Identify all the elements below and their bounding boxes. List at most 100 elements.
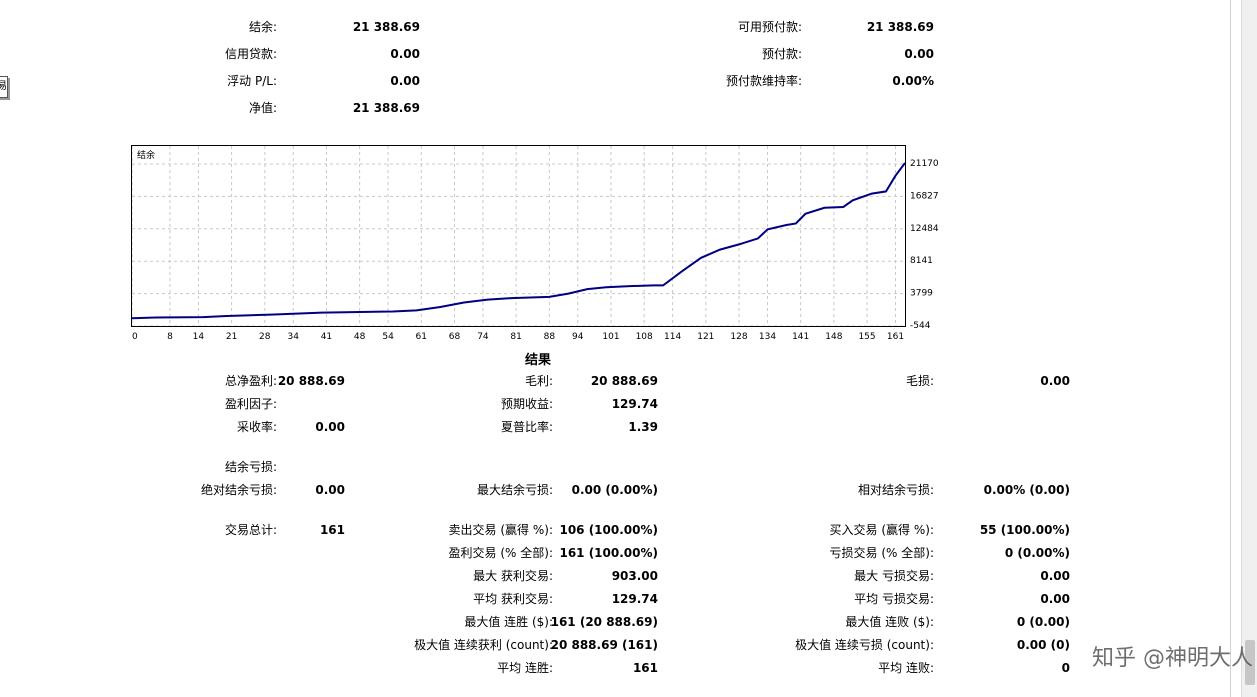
left-tab-fragment[interactable]: 易 xyxy=(0,76,8,98)
x-tick-label: 88 xyxy=(544,332,556,342)
gross-profit-value: 20 888.69 xyxy=(590,374,658,388)
x-tick-label: 41 xyxy=(321,332,332,342)
floating-pl-label: 浮动 P/L: xyxy=(227,74,277,88)
free-margin-label: 可用预付款: xyxy=(737,20,802,34)
avg-consec-losses-label: 平均 连败: xyxy=(878,661,934,675)
scrollbar-thumb[interactable] xyxy=(1245,640,1255,685)
y-tick-label: -544 xyxy=(910,321,931,331)
gross-profit-label: 毛利: xyxy=(524,374,553,388)
avg-consec-wins-label: 平均 连胜: xyxy=(497,661,553,675)
x-tick-label: 0 xyxy=(132,332,138,342)
avg-consec-losses-value: 0 xyxy=(1061,661,1070,675)
avg-profit-value: 129.74 xyxy=(611,592,658,606)
chart-grid xyxy=(132,146,905,326)
equity-label: 净值: xyxy=(248,101,277,115)
total-trades-value: 161 xyxy=(319,523,345,537)
x-tick-label: 121 xyxy=(697,332,714,342)
watermark-text: 知乎 @神明大人 xyxy=(1092,646,1253,671)
credit-value: 0.00 xyxy=(390,47,420,61)
chart-title: 结余 xyxy=(137,149,155,161)
loss-trades-value: 0 (0.00%) xyxy=(1004,546,1070,560)
x-tick-label: 54 xyxy=(382,332,394,342)
free-margin-value: 21 388.69 xyxy=(866,20,934,34)
results-section-title: 结果 xyxy=(524,353,551,368)
x-tick-label: 28 xyxy=(259,332,271,342)
sharpe-ratio-value: 1.39 xyxy=(628,420,658,434)
gross-loss-label: 毛损: xyxy=(905,374,934,388)
rel-drawdown-value: 0.00% (0.00) xyxy=(983,483,1070,497)
abs-drawdown-label: 绝对结余亏损: xyxy=(200,483,277,497)
rel-drawdown-label: 相对结余亏损: xyxy=(857,483,934,497)
balance-label: 结余: xyxy=(248,20,277,34)
sharpe-ratio-label: 夏普比率: xyxy=(500,420,553,434)
x-tick-label: 14 xyxy=(193,332,205,342)
max-consec-loss-label: 极大值 连续亏损 (count): xyxy=(795,638,934,652)
x-tick-label: 141 xyxy=(792,332,809,342)
gross-loss-value: 0.00 xyxy=(1040,374,1070,388)
x-tick-label: 108 xyxy=(636,332,653,342)
x-tick-label: 81 xyxy=(510,332,521,342)
balance-chart-plot: 结余 xyxy=(132,146,905,326)
y-tick-label: 21170 xyxy=(910,159,939,169)
x-tick-label: 114 xyxy=(664,332,681,342)
loss-trades-label: 亏损交易 (% 全部): xyxy=(829,546,934,560)
max-consec-wins-label: 最大值 连胜 ($): xyxy=(464,615,553,629)
x-tick-label: 8 xyxy=(167,332,173,342)
max-consec-loss-value: 0.00 (0) xyxy=(1016,638,1070,652)
balance-drawdown-label: 结余亏损: xyxy=(224,460,277,474)
recovery-factor-value: 0.00 xyxy=(315,420,345,434)
y-tick-label: 3799 xyxy=(910,289,933,299)
x-axis-ticks: 0 8 14 21 28 34 41 48 54 61 68 74 81 88 94 101 108 114 121… xyxy=(132,332,904,342)
x-tick-label: 134 xyxy=(759,332,776,342)
y-tick-label: 12484 xyxy=(910,224,939,234)
recovery-factor-label: 采收率: xyxy=(236,420,277,434)
max-consec-wins-value: 161 (20 888.69) xyxy=(550,615,658,629)
short-trades-value: 106 (100.00%) xyxy=(559,523,658,537)
profit-trades-value: 161 (100.00%) xyxy=(559,546,658,560)
balance-value: 21 388.69 xyxy=(352,20,420,34)
y-axis-ticks: -544 3799 8141 12484 16827 21170 xyxy=(910,159,939,331)
margin-level-label: 预付款维持率: xyxy=(725,74,802,88)
x-tick-label: 128 xyxy=(730,332,747,342)
panel-right-border xyxy=(1230,0,1231,697)
short-trades-label: 卖出交易 (赢得 %): xyxy=(448,523,553,537)
total-net-profit-value: 20 888.69 xyxy=(277,374,345,388)
x-tick-label: 34 xyxy=(288,332,300,342)
x-tick-label: 21 xyxy=(226,332,237,342)
largest-profit-value: 903.00 xyxy=(611,569,658,583)
balance-chart: 结余 xyxy=(131,145,906,327)
margin-level-value: 0.00% xyxy=(892,74,934,88)
avg-profit-label: 平均 获利交易: xyxy=(473,592,553,606)
expected-payoff-value: 129.74 xyxy=(611,397,658,411)
avg-loss-value: 0.00 xyxy=(1040,592,1070,606)
credit-label: 信用贷款: xyxy=(224,47,277,61)
balance-series-line xyxy=(132,162,905,320)
y-tick-label: 16827 xyxy=(910,191,939,201)
largest-loss-label: 最大 亏损交易: xyxy=(854,569,934,583)
x-tick-label: 48 xyxy=(354,332,366,342)
equity-value: 21 388.69 xyxy=(352,101,420,115)
y-tick-label: 8141 xyxy=(910,256,933,266)
total-net-profit-label: 总净盈利: xyxy=(224,374,277,388)
x-tick-label: 68 xyxy=(449,332,461,342)
margin-value: 0.00 xyxy=(904,47,934,61)
x-tick-label: 155 xyxy=(858,332,875,342)
floating-pl-value: 0.00 xyxy=(390,74,420,88)
vertical-scrollbar[interactable] xyxy=(1241,0,1257,697)
left-tab-fragment-label: 易 xyxy=(0,81,7,92)
x-tick-label: 101 xyxy=(602,332,619,342)
total-trades-label: 交易总计: xyxy=(224,523,277,537)
abs-drawdown-value: 0.00 xyxy=(315,483,345,497)
avg-loss-label: 平均 亏损交易: xyxy=(854,592,934,606)
x-tick-label: 148 xyxy=(825,332,842,342)
margin-label: 预付款: xyxy=(761,47,802,61)
largest-loss-value: 0.00 xyxy=(1040,569,1070,583)
long-trades-label: 买入交易 (赢得 %): xyxy=(829,523,934,537)
x-tick-label: 74 xyxy=(477,332,489,342)
chart-series-layer xyxy=(132,162,905,320)
max-consec-losses-value: 0 (0.00) xyxy=(1016,615,1070,629)
max-consec-profit-label: 极大值 连续获利 (count): xyxy=(414,638,553,652)
max-consec-losses-label: 最大值 连败 ($): xyxy=(845,615,934,629)
max-drawdown-label: 最大结余亏损: xyxy=(476,483,553,497)
long-trades-value: 55 (100.00%) xyxy=(979,523,1070,537)
